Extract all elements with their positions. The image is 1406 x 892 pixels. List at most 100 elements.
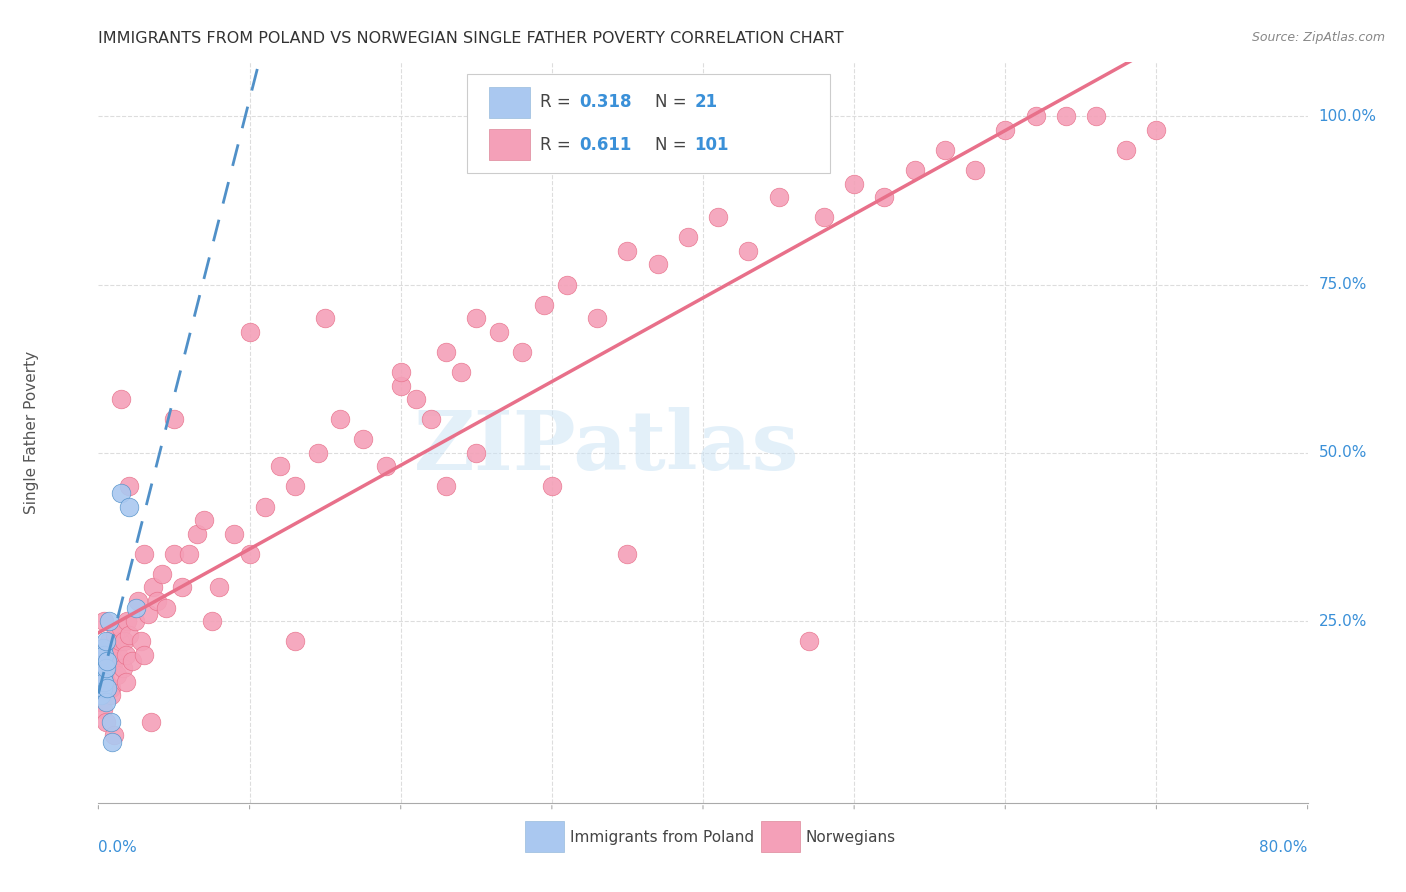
Text: Single Father Poverty: Single Father Poverty	[24, 351, 39, 514]
Point	[329, 412, 352, 426]
Point	[96, 648, 118, 662]
Point	[90, 681, 112, 696]
Text: 50.0%: 50.0%	[1319, 445, 1367, 460]
FancyBboxPatch shape	[489, 87, 530, 118]
Point	[94, 661, 117, 675]
Point	[111, 661, 134, 675]
Point	[100, 681, 122, 696]
Text: Immigrants from Poland: Immigrants from Poland	[569, 830, 754, 845]
FancyBboxPatch shape	[467, 73, 830, 173]
Point	[100, 688, 122, 702]
Point	[93, 648, 115, 662]
Point	[90, 695, 112, 709]
Point	[98, 634, 121, 648]
Point	[96, 655, 118, 669]
Point	[768, 190, 790, 204]
Point	[94, 674, 117, 689]
Point	[105, 668, 128, 682]
Point	[510, 344, 533, 359]
Point	[89, 674, 111, 689]
Point	[994, 122, 1017, 136]
FancyBboxPatch shape	[489, 129, 530, 161]
Point	[163, 547, 186, 561]
Point	[405, 392, 427, 406]
Text: N =: N =	[655, 94, 692, 112]
Point	[124, 614, 146, 628]
Point	[616, 244, 638, 258]
Text: 0.611: 0.611	[579, 136, 633, 153]
Text: 101: 101	[695, 136, 730, 153]
Point	[389, 378, 412, 392]
Point	[904, 163, 927, 178]
Point	[132, 547, 155, 561]
Point	[1085, 109, 1108, 123]
Point	[647, 257, 669, 271]
Point	[96, 681, 118, 696]
Text: 100.0%: 100.0%	[1319, 109, 1376, 124]
Point	[434, 479, 457, 493]
Point	[186, 526, 208, 541]
Point	[101, 640, 124, 655]
Point	[115, 614, 138, 628]
Point	[269, 459, 291, 474]
Point	[797, 634, 820, 648]
Point	[90, 648, 112, 662]
Point	[100, 714, 122, 729]
Point	[93, 668, 115, 682]
Point	[121, 655, 143, 669]
Point	[146, 594, 169, 608]
Text: R =: R =	[540, 94, 576, 112]
Point	[89, 668, 111, 682]
Text: 0.318: 0.318	[579, 94, 633, 112]
Point	[91, 640, 114, 655]
Point	[114, 674, 136, 689]
Point	[707, 211, 730, 225]
Point	[118, 627, 141, 641]
Point	[934, 143, 956, 157]
Point	[125, 600, 148, 615]
Point	[239, 547, 262, 561]
Point	[94, 695, 117, 709]
Point	[465, 311, 488, 326]
Point	[163, 412, 186, 426]
FancyBboxPatch shape	[526, 822, 564, 853]
Point	[284, 479, 307, 493]
Text: 21: 21	[695, 94, 717, 112]
Text: 0.0%: 0.0%	[98, 840, 138, 855]
Point	[314, 311, 336, 326]
Point	[208, 581, 231, 595]
Point	[616, 547, 638, 561]
Point	[110, 392, 132, 406]
Point	[91, 688, 114, 702]
Point	[586, 311, 609, 326]
Text: 75.0%: 75.0%	[1319, 277, 1367, 292]
Point	[91, 701, 114, 715]
Point	[155, 600, 177, 615]
Point	[434, 344, 457, 359]
FancyBboxPatch shape	[761, 822, 800, 853]
Point	[420, 412, 443, 426]
Point	[98, 614, 121, 628]
Point	[142, 581, 165, 595]
Point	[94, 714, 117, 729]
Point	[813, 211, 835, 225]
Point	[91, 668, 114, 682]
Point	[965, 163, 987, 178]
Point	[127, 594, 149, 608]
Point	[114, 648, 136, 662]
Point	[170, 581, 193, 595]
Point	[112, 634, 135, 648]
Point	[89, 648, 111, 662]
Point	[284, 634, 307, 648]
Point	[150, 566, 173, 581]
Point	[91, 681, 114, 696]
Point	[307, 446, 329, 460]
Point	[1144, 122, 1167, 136]
Point	[555, 277, 578, 292]
Text: R =: R =	[540, 136, 576, 153]
Point	[873, 190, 896, 204]
Text: Norwegians: Norwegians	[806, 830, 896, 845]
Point	[129, 634, 152, 648]
Point	[118, 479, 141, 493]
Point	[224, 526, 246, 541]
